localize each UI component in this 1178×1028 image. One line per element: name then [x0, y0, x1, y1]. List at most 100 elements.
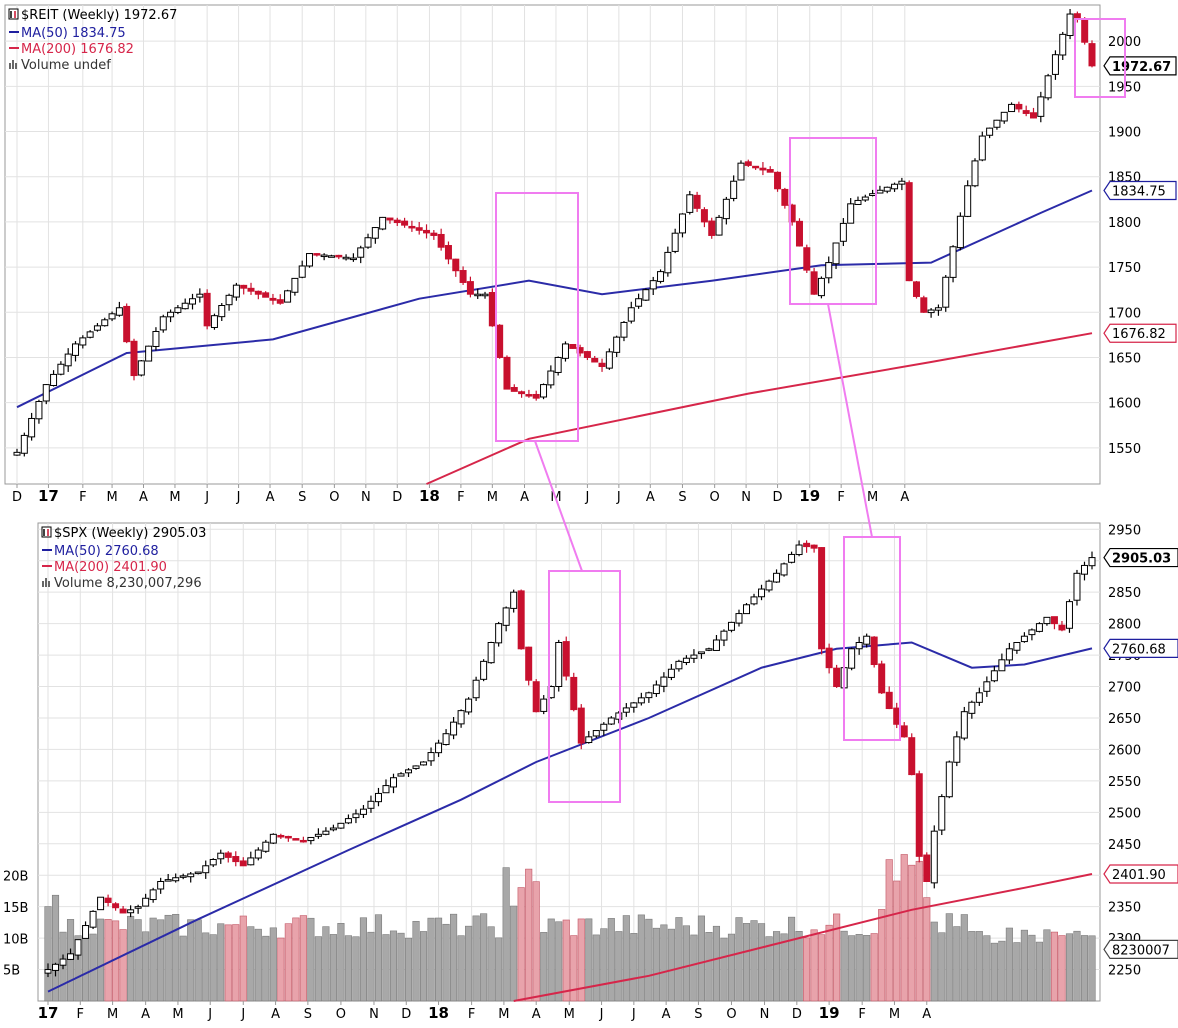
- volume-bar: [855, 934, 863, 1002]
- volume-bar: [983, 935, 991, 1002]
- candle-body: [101, 319, 109, 327]
- candle-body: [964, 185, 972, 217]
- candle-body: [502, 607, 510, 626]
- price-tag-label-last: 2905.03: [1112, 552, 1171, 567]
- candle-body: [649, 280, 657, 290]
- candle-body: [690, 654, 698, 659]
- candle-body: [44, 969, 52, 974]
- volume-bar: [277, 937, 285, 1002]
- x-tick-label: F: [468, 1007, 475, 1022]
- candle-body: [795, 544, 803, 556]
- candle-body: [1050, 616, 1058, 625]
- candle-body: [269, 833, 277, 844]
- candle-body: [276, 299, 284, 304]
- volume-bar: [1043, 929, 1051, 1002]
- x-tick-label: F: [79, 490, 86, 505]
- candle-body: [145, 345, 153, 362]
- candle-body: [82, 925, 90, 939]
- price-tag-label-ma50: 1834.75: [1112, 184, 1166, 199]
- volume-bar: [292, 917, 300, 1002]
- volume-bar: [998, 940, 1006, 1002]
- candle-body: [630, 702, 638, 708]
- candle-body: [900, 725, 908, 738]
- volume-bar: [247, 926, 255, 1002]
- candle-body: [379, 216, 387, 230]
- candle-body: [885, 691, 893, 710]
- candle-body: [474, 293, 482, 297]
- volume-bar: [885, 859, 893, 1002]
- candle-body: [854, 199, 862, 205]
- candle-body: [705, 648, 713, 651]
- candle-body: [1000, 111, 1008, 122]
- price-tag-last: [1103, 56, 1177, 76]
- highlight-box: [789, 137, 877, 305]
- volume-bar: [284, 923, 292, 1002]
- spx-chart: 5B10B15B20B22502300235024002450250025502…: [3, 522, 1178, 1022]
- volume-tick-label: 10B: [3, 932, 28, 947]
- candle-body: [420, 761, 428, 766]
- x-tick-label: A: [520, 490, 529, 505]
- candle-body: [93, 325, 101, 331]
- candle-body: [986, 127, 994, 136]
- candle-body: [975, 692, 983, 703]
- volume-bar: [953, 926, 961, 1002]
- volume-bar: [337, 923, 345, 1002]
- volume-bar: [818, 934, 826, 1002]
- candle-body: [277, 834, 285, 838]
- volume-bar: [104, 919, 112, 1002]
- volume-bar: [893, 880, 901, 1002]
- chart-type-icon: [8, 8, 19, 20]
- volume-bar: [44, 906, 52, 1002]
- candle-body: [262, 841, 270, 852]
- y-tick-label: 2850: [1108, 586, 1141, 601]
- candle-body: [1073, 572, 1081, 601]
- volume-tag: [1103, 939, 1178, 960]
- y-tick-label: 1550: [1108, 442, 1141, 457]
- x-tick-label: A: [662, 1007, 671, 1022]
- candle-body: [134, 906, 142, 909]
- candle-body: [744, 161, 752, 166]
- legend-volume-icon: [12, 60, 14, 69]
- candle-body: [645, 692, 653, 699]
- candle-body: [825, 262, 833, 279]
- volume-bar: [923, 897, 931, 1002]
- x-tick-label: M: [564, 1007, 575, 1022]
- volume-bar: [690, 934, 698, 1002]
- volume-bar: [652, 927, 660, 1002]
- x-tick-label: 17: [38, 487, 59, 505]
- y-tick-label: 2700: [1108, 681, 1141, 696]
- candle-body: [320, 254, 328, 258]
- candle-body: [119, 908, 127, 914]
- x-tick-label: A: [922, 1007, 931, 1022]
- ma200-line: [513, 873, 1093, 1002]
- volume-bar: [472, 915, 480, 1002]
- candle-body: [344, 818, 352, 824]
- x-tick-label: 18: [428, 1004, 449, 1022]
- candle-body: [488, 292, 496, 327]
- y-tick-label: 2550: [1108, 775, 1141, 790]
- x-tick-label: D: [773, 490, 783, 505]
- candle-body: [86, 331, 94, 338]
- volume-bar: [637, 914, 645, 1002]
- volume-bar: [1073, 930, 1081, 1002]
- candle-body: [510, 591, 518, 609]
- volume-bar: [269, 927, 277, 1002]
- reit-chart: 1550160016501700175018001850190019502000…: [4, 4, 1177, 505]
- candle-body: [1080, 564, 1088, 575]
- volume-bar: [833, 913, 841, 1002]
- candle-body: [57, 363, 65, 375]
- x-tick-label: S: [694, 1007, 702, 1022]
- candle-body: [773, 572, 781, 583]
- candle-body: [993, 119, 1001, 128]
- candle-body: [737, 162, 745, 181]
- chart-type-icon: [41, 526, 52, 538]
- volume-bar: [239, 915, 247, 1002]
- y-tick-label: 1800: [1108, 216, 1141, 231]
- candle-body: [620, 321, 628, 338]
- candle-body: [752, 165, 760, 169]
- candle-body: [675, 660, 683, 670]
- candle-body: [912, 281, 920, 297]
- volume-bar: [630, 933, 638, 1002]
- x-tick-label: F: [457, 490, 464, 505]
